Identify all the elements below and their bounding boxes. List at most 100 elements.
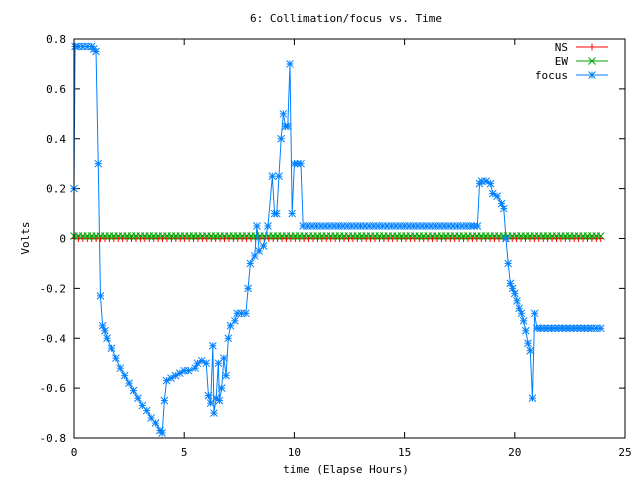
data-point-focus	[288, 209, 297, 218]
data-point-focus	[277, 134, 286, 143]
chart-title: 6: Collimation/focus vs. Time	[250, 12, 442, 25]
data-point-focus-stroke	[197, 356, 206, 365]
data-point-focus	[510, 289, 519, 298]
data-point-focus-stroke	[510, 289, 519, 298]
data-point-focus-stroke	[259, 242, 268, 250]
y-tick-label: 0.8	[46, 33, 66, 46]
data-point-focus	[297, 159, 305, 168]
data-point-focus	[528, 394, 537, 402]
data-point-focus	[151, 419, 160, 427]
data-point-ew	[596, 232, 605, 240]
data-point-focus	[222, 371, 230, 380]
y-tick-label: -0.6	[40, 382, 67, 395]
legend-marker-ew-stroke	[588, 57, 596, 65]
data-point-focus	[264, 222, 272, 230]
data-point-focus-stroke	[202, 359, 211, 368]
data-point-focus-stroke	[138, 401, 147, 410]
data-point-focus-stroke	[504, 259, 513, 268]
data-point-focus-stroke	[103, 334, 111, 343]
x-tick-label: 10	[288, 446, 301, 459]
data-point-focus-stroke	[107, 344, 116, 353]
data-point-focus-stroke	[142, 406, 151, 415]
data-point-focus	[103, 334, 111, 343]
data-point-focus	[92, 47, 100, 56]
y-tick-label: 0.6	[46, 83, 66, 96]
data-point-focus-stroke	[272, 209, 281, 218]
data-point-focus	[220, 354, 228, 363]
data-point-focus	[272, 209, 281, 218]
data-point-focus	[530, 309, 539, 318]
series-ew	[70, 232, 605, 240]
data-point-focus	[259, 242, 268, 250]
data-point-focus-stroke	[286, 60, 294, 68]
data-point-focus	[217, 384, 226, 392]
data-point-focus	[499, 204, 508, 213]
data-point-focus-stroke	[208, 341, 217, 350]
y-tick-label: 0.4	[46, 133, 66, 146]
legend-label-focus: focus	[535, 69, 568, 82]
data-point-focus	[242, 309, 250, 318]
y-tick-label: -0.2	[40, 282, 67, 295]
data-point-focus-stroke	[526, 346, 535, 355]
data-point-focus-stroke	[264, 222, 272, 230]
data-point-focus	[244, 284, 252, 293]
data-point-focus-stroke	[528, 394, 537, 402]
data-point-focus-stroke	[584, 324, 593, 333]
data-point-focus	[521, 326, 530, 335]
data-point-focus	[160, 396, 169, 405]
data-point-focus-stroke	[217, 384, 226, 392]
data-point-focus-stroke	[120, 371, 129, 380]
data-point-focus	[526, 346, 535, 355]
data-point-focus	[142, 406, 151, 415]
data-point-focus-stroke	[210, 409, 218, 417]
y-tick-label: 0	[59, 233, 66, 246]
data-point-focus-stroke	[288, 209, 297, 218]
data-point-focus-stroke	[493, 192, 502, 200]
data-point-focus-stroke	[101, 326, 109, 335]
data-point-focus	[504, 259, 513, 268]
y-axis-label: Volts	[19, 221, 32, 254]
legend-label-ew: EW	[555, 55, 569, 68]
data-point-focus-stroke	[506, 279, 515, 288]
data-point-focus	[596, 324, 605, 333]
y-tick-label: -0.8	[40, 432, 67, 445]
data-point-focus-stroke	[536, 324, 545, 333]
data-point-focus-stroke	[499, 204, 508, 213]
data-point-focus	[107, 344, 116, 353]
x-tick-label: 5	[181, 446, 188, 459]
data-point-focus-stroke	[577, 324, 585, 333]
data-point-focus-stroke	[224, 334, 233, 343]
data-point-focus	[532, 324, 541, 333]
data-point-focus	[134, 394, 142, 402]
data-point-focus	[96, 292, 105, 300]
data-point-focus-stroke	[530, 309, 539, 318]
data-point-focus-stroke	[92, 47, 100, 56]
data-point-focus	[116, 364, 125, 373]
data-point-focus-stroke	[116, 364, 125, 373]
data-point-focus	[125, 379, 133, 387]
data-point-focus-stroke	[277, 134, 286, 143]
data-point-focus	[279, 109, 288, 118]
data-point-focus-stroke	[246, 259, 255, 268]
y-tick-label: 0.2	[46, 183, 66, 196]
data-point-focus-stroke	[566, 324, 574, 333]
data-point-focus	[210, 409, 218, 417]
plot-border	[73, 38, 626, 439]
data-point-focus	[215, 396, 224, 405]
data-point-focus	[202, 359, 211, 368]
plot-series	[70, 42, 605, 437]
data-point-focus-stroke	[147, 414, 155, 422]
data-point-focus	[208, 341, 217, 350]
data-point-focus-stroke	[212, 394, 221, 402]
data-point-focus-stroke	[242, 309, 250, 318]
data-point-focus	[547, 324, 556, 333]
data-point-focus-stroke	[268, 172, 277, 181]
data-point-focus-stroke	[524, 339, 532, 348]
legend-marker-focus	[588, 71, 596, 79]
data-point-focus	[206, 399, 215, 407]
data-point-focus	[138, 401, 147, 410]
data-point-focus	[286, 60, 294, 68]
data-point-focus-stroke	[94, 159, 103, 168]
